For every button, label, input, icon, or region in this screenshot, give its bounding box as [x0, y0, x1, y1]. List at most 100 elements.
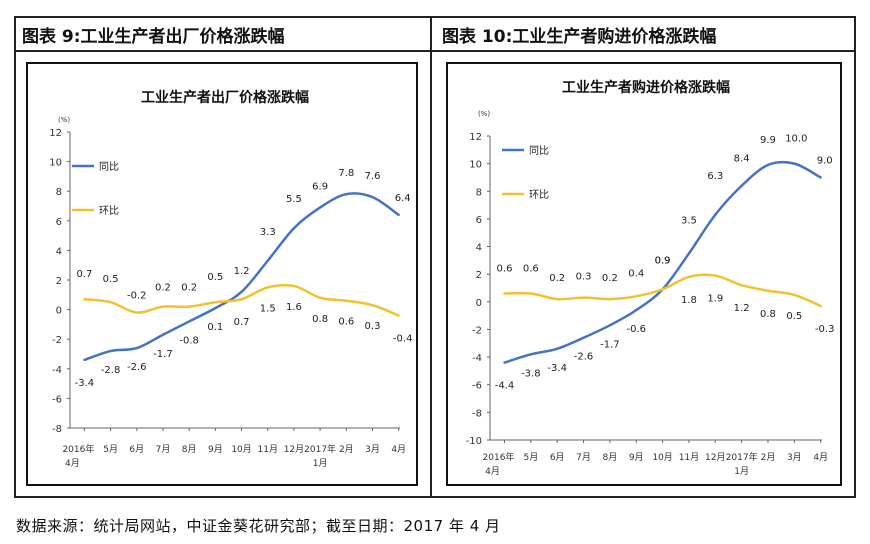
x-tick-label: 10月 [231, 444, 251, 455]
x-tick-label: 10月 [652, 452, 672, 463]
data-point [135, 346, 138, 350]
header-rule [14, 50, 856, 52]
data-point [371, 303, 374, 307]
data-point [397, 213, 400, 217]
y-tick-label: 6 [56, 217, 62, 228]
y-tick-label: -6 [52, 394, 62, 405]
data-point [109, 301, 112, 304]
x-tick-label-sub: 1月 [734, 466, 749, 477]
data-point [83, 298, 86, 301]
figure-header-left: 图表 9:工业生产者出厂价格涨跌幅 [22, 27, 285, 47]
data-label: 0.9 [655, 255, 671, 266]
data-label: 6.9 [312, 181, 328, 192]
chart-purchase-price: 工业生产者购进价格涨跌幅 (%) -10 -8 -6 -4 -2 0 2 4 6 8 10 12 2016年… [466, 79, 835, 477]
data-label: 3.5 [681, 215, 697, 226]
column-divider [430, 16, 432, 498]
data-label: 8.4 [734, 154, 750, 165]
data-label: 0.8 [312, 314, 328, 325]
y-tick-label: -8 [52, 424, 62, 435]
data-point [714, 274, 717, 277]
data-label: -1.7 [600, 339, 620, 350]
y-tick-label: -4 [472, 353, 482, 364]
data-label: 0.7 [76, 269, 92, 280]
y-tick-label: 12 [469, 132, 482, 143]
data-label: 0.2 [602, 273, 618, 284]
data-label: -0.2 [127, 291, 147, 302]
x-tick-label: 2016年 [62, 443, 94, 455]
data-point [740, 184, 743, 187]
y-tick-label: -2 [52, 335, 62, 346]
x-tick-label: 11月 [258, 444, 278, 455]
data-point [135, 311, 138, 314]
y-tick-label: 10 [469, 160, 482, 171]
data-point [292, 227, 296, 230]
y-tick-label: 0 [476, 298, 482, 309]
data-point [582, 336, 585, 339]
data-point [161, 305, 165, 308]
data-point [397, 314, 400, 317]
y-tick-label: -10 [466, 436, 482, 447]
x-tick-label: 2月 [339, 444, 354, 455]
chart-title: 工业生产者出厂价格涨跌幅 [141, 89, 309, 106]
data-label: 0.5 [786, 311, 802, 322]
data-label: 0.6 [523, 264, 539, 275]
data-point [555, 297, 559, 301]
data-label: 0.3 [365, 321, 381, 332]
data-point [318, 206, 322, 209]
data-point [109, 349, 112, 353]
data-point [687, 252, 691, 255]
data-point [766, 289, 770, 292]
data-point [766, 163, 770, 167]
figure-header-right: 图表 10:工业生产者购进价格涨跌幅 [442, 27, 717, 47]
data-label: 0.6 [338, 317, 354, 328]
y-tick-label: -6 [472, 381, 482, 392]
x-tick-label: 7月 [156, 444, 171, 455]
y-tick-label: 8 [476, 187, 482, 198]
data-label: -2.6 [574, 352, 594, 363]
legend-label-yoy: 同比 [99, 161, 119, 173]
legend-label-yoy: 同比 [529, 145, 549, 157]
x-tick-label: 5月 [103, 444, 118, 455]
y-tick-label: 6 [476, 215, 482, 226]
data-point [292, 284, 296, 288]
data-label: 9.9 [760, 135, 776, 146]
x-tick-label: 8月 [603, 452, 618, 463]
data-point [608, 297, 612, 301]
data-point [819, 176, 822, 179]
data-point [661, 288, 664, 291]
data-label: 6.3 [707, 171, 723, 182]
x-tick-label: 2017年 [304, 443, 336, 455]
data-label: 9.0 [817, 155, 833, 166]
data-point [793, 293, 796, 297]
data-label: 10.0 [785, 134, 807, 145]
legend-label-mom: 环比 [529, 189, 549, 201]
x-tick-label: 8月 [182, 444, 197, 455]
data-label: -1.7 [153, 349, 173, 360]
data-point [214, 301, 217, 304]
y-tick-label: -2 [472, 325, 482, 336]
data-label: 1.8 [681, 295, 697, 306]
data-point [608, 324, 612, 327]
data-label: -2.6 [127, 362, 147, 373]
y-tick-label: 10 [49, 158, 62, 169]
x-tick-label-sub: 4月 [485, 466, 500, 477]
data-point [345, 299, 348, 302]
data-label: -2.8 [101, 365, 121, 376]
x-tick-label: 4月 [813, 452, 828, 463]
data-point [240, 290, 243, 294]
data-label: 0.3 [576, 272, 592, 283]
data-label: 1.6 [286, 302, 302, 313]
data-label: 0.1 [207, 322, 223, 333]
chart-panel-purchase-price: 工业生产者购进价格涨跌幅 (%) -10 -8 -6 -4 -2 0 2 4 6 8 10 12 2016年… [446, 62, 842, 486]
data-label: 1.2 [234, 266, 250, 277]
data-point [214, 306, 217, 310]
data-label: 7.8 [338, 168, 354, 179]
data-label: 0.2 [181, 283, 197, 294]
data-point [793, 162, 796, 165]
data-point [345, 192, 348, 196]
data-point [161, 333, 165, 336]
x-tick-label: 4月 [391, 444, 406, 455]
data-point [687, 275, 691, 279]
data-label: 0.5 [103, 274, 119, 285]
data-point [187, 320, 191, 323]
